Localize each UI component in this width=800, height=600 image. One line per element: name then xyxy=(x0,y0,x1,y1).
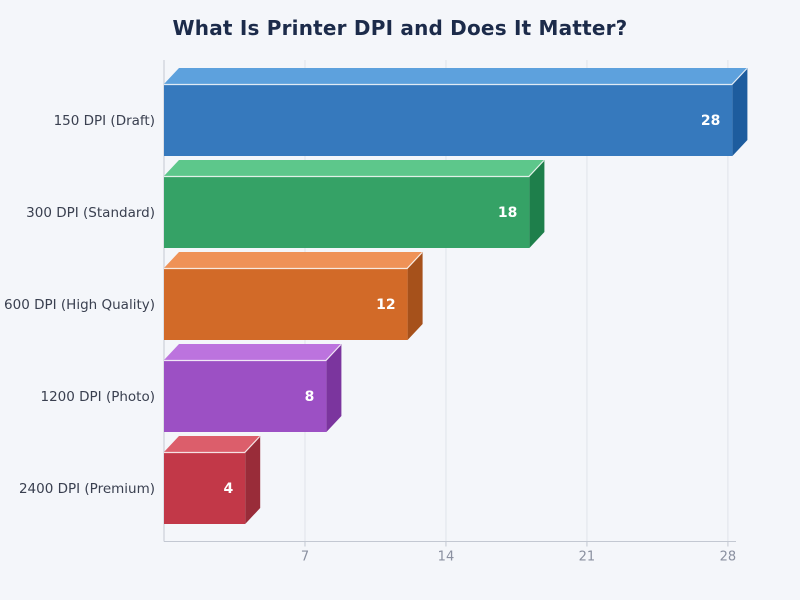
bar-top-face xyxy=(164,68,748,84)
bar-150-dpi-draft[interactable]: 28 xyxy=(164,68,748,156)
x-tick-label: 14 xyxy=(438,550,455,565)
x-tick-label: 7 xyxy=(301,550,309,565)
y-axis-category-label: 150 DPI (Draft) xyxy=(54,113,155,129)
bar-top-face xyxy=(164,160,545,176)
bar-top-face xyxy=(164,436,261,452)
y-axis-category-label: 300 DPI (Standard) xyxy=(26,205,155,221)
bar-1200-dpi-photo[interactable]: 8 xyxy=(164,344,342,432)
x-tick-label: 21 xyxy=(579,550,596,565)
bar-front-face xyxy=(164,176,530,248)
bar-top-edge-highlight xyxy=(164,436,261,454)
bar-side-face xyxy=(407,252,423,340)
bar-top-face xyxy=(164,344,342,360)
bar-2400-dpi-premium[interactable]: 4 xyxy=(164,436,261,524)
bar-value-label: 12 xyxy=(376,297,395,313)
bar-front-face xyxy=(164,452,246,524)
bar-front-face xyxy=(164,84,733,156)
bar-side-face xyxy=(326,344,342,432)
bar-300-dpi-standard[interactable]: 18 xyxy=(164,160,545,248)
bar-value-label: 28 xyxy=(701,113,720,129)
bar-top-edge-highlight xyxy=(164,68,748,86)
x-tick-label: 28 xyxy=(720,550,737,565)
bar-value-label: 8 xyxy=(305,389,315,405)
bar-top-edge-highlight xyxy=(164,252,423,270)
bar-top-edge-highlight xyxy=(164,160,545,178)
bar-top-edge-highlight xyxy=(164,344,342,362)
bar-value-label: 18 xyxy=(498,205,517,221)
bar-side-face xyxy=(732,68,748,156)
bar-front-face xyxy=(164,268,408,340)
y-axis-category-label: 2400 DPI (Premium) xyxy=(19,481,155,497)
bar-top-face xyxy=(164,252,423,268)
y-axis-category-label: 600 DPI (High Quality) xyxy=(4,297,155,313)
bar-front-face xyxy=(164,360,327,432)
bar-side-face xyxy=(529,160,545,248)
y-axis-category-label: 1200 DPI (Photo) xyxy=(41,389,156,405)
bar-side-face xyxy=(245,436,261,524)
chart-title: What Is Printer DPI and Does It Matter? xyxy=(172,16,628,40)
bar-600-dpi-high-quality[interactable]: 12 xyxy=(164,252,423,340)
bar-value-label: 4 xyxy=(223,481,233,497)
